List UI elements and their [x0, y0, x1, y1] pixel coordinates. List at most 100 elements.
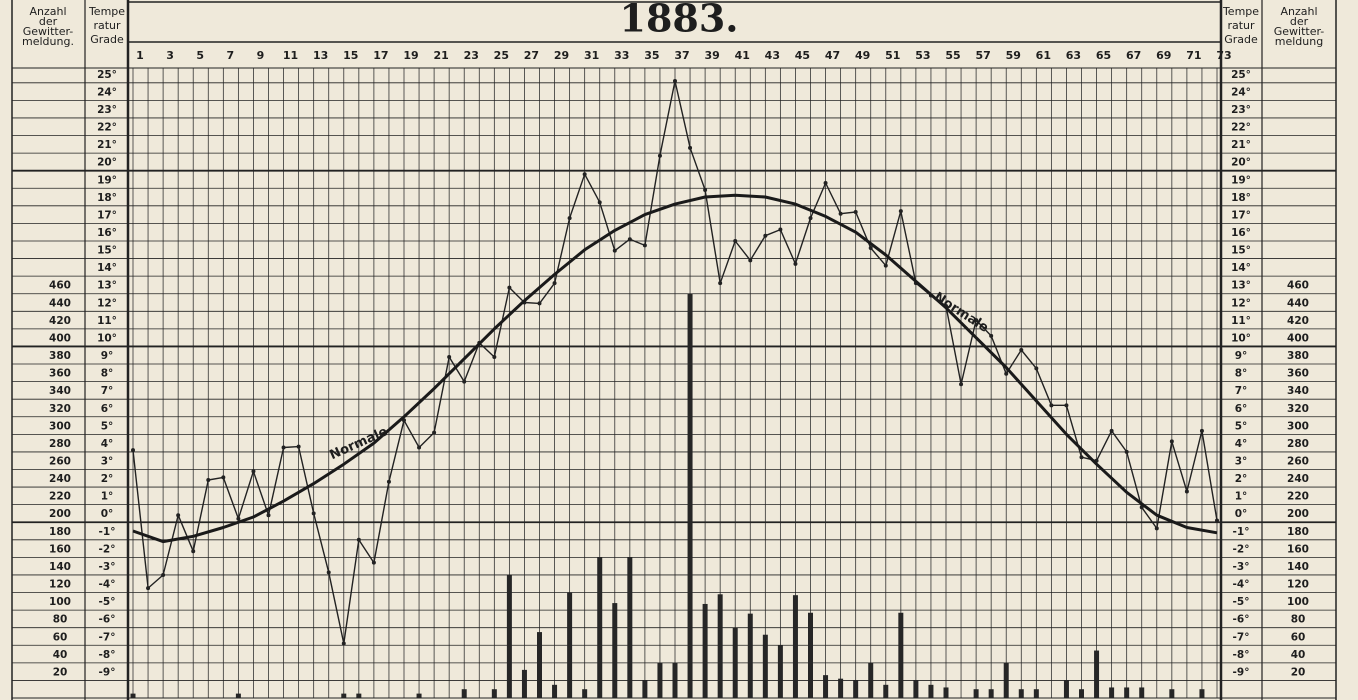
y-tick-label-right: 17°	[1231, 209, 1251, 221]
x-tick-label: 15	[343, 49, 358, 62]
temperature-point	[1184, 489, 1189, 494]
y-tick-label-right: 0°	[1235, 508, 1248, 520]
temperature-point	[868, 246, 873, 251]
y2-tick-label-right: 320	[1287, 403, 1309, 415]
bar	[928, 684, 934, 698]
bar	[491, 689, 497, 698]
y-tick-label-right: -7°	[1233, 631, 1250, 643]
temperature-point	[161, 572, 166, 577]
y-tick-label: 6°	[101, 403, 114, 415]
temperature-point	[1079, 455, 1084, 460]
y-tick-label-right: -8°	[1233, 649, 1250, 661]
y-tick-label: 22°	[97, 122, 117, 134]
x-tick-label: 5	[196, 49, 204, 62]
y-tick-label: 5°	[101, 420, 114, 432]
y-tick-label-right: -5°	[1233, 596, 1250, 608]
bar	[808, 612, 813, 698]
y-tick-label: -3°	[99, 561, 116, 573]
x-tick-label: 51	[885, 49, 900, 62]
temperature-point	[251, 469, 256, 474]
temperature-point	[356, 537, 361, 542]
x-tick-label: 65	[1096, 49, 1111, 62]
x-tick-label: 41	[735, 49, 750, 62]
frame	[11, 0, 1337, 700]
temperature-point	[236, 516, 241, 521]
bar	[130, 693, 136, 698]
temperature-point	[582, 172, 587, 177]
temperature-point	[597, 200, 602, 205]
temperature-point	[642, 243, 647, 248]
x-tick-label: 61	[1036, 49, 1051, 62]
temperature-point	[627, 237, 632, 242]
y-tick-label-right: 16°	[1231, 227, 1251, 239]
y-tick-label: 13°	[97, 280, 117, 292]
y2-tick-label: 300	[49, 420, 71, 432]
x-tick-label: 59	[1006, 49, 1021, 62]
temperature-point	[959, 382, 964, 387]
y-tick-label: 24°	[97, 86, 117, 98]
y2-tick-label: 260	[49, 455, 71, 467]
y-tick-label: 8°	[101, 368, 114, 380]
bar	[1139, 687, 1145, 698]
bar	[943, 687, 949, 698]
y-tick-label-right: -4°	[1233, 579, 1250, 591]
y2-tick-label: 160	[49, 543, 71, 555]
y-tick-label: 10°	[97, 332, 117, 344]
y2-tick-label: 340	[49, 385, 71, 397]
temperature-point	[146, 586, 151, 591]
y2-tick-label-right: 240	[1287, 473, 1309, 485]
y2-tick-label-right: 360	[1287, 368, 1309, 380]
y-tick-label: 9°	[101, 350, 114, 362]
bar	[1169, 689, 1175, 698]
temperature-point	[1109, 428, 1114, 433]
temperature-point	[1064, 403, 1069, 408]
bar	[521, 669, 527, 698]
temperature-point	[417, 445, 422, 450]
temperature-point	[793, 261, 798, 266]
y2-tick-label: 240	[49, 473, 71, 485]
bar	[356, 693, 362, 698]
y-tick-label-right: 9°	[1235, 350, 1248, 362]
temperature-point	[131, 448, 135, 453]
y-tick-label: 1°	[101, 491, 114, 503]
bar	[1018, 689, 1024, 698]
x-tick-label: 23	[464, 49, 479, 62]
x-tick-label: 9	[257, 49, 265, 62]
x-tick-label: 39	[704, 49, 719, 62]
bar	[235, 693, 241, 698]
y-tick-label-right: 19°	[1231, 174, 1251, 186]
y2-tick-label-right: 220	[1287, 491, 1309, 503]
temperature-point	[221, 475, 226, 480]
axis-title: Gewitter-	[23, 25, 74, 38]
temperature-point	[703, 188, 708, 193]
x-tick-label: 1	[136, 49, 144, 62]
axis-title: Grade	[90, 33, 124, 46]
y2-tick-label: 140	[49, 561, 71, 573]
y-tick-label: -2°	[99, 543, 116, 555]
y-tick-label-right: 20°	[1231, 157, 1251, 169]
bar	[506, 574, 512, 698]
y2-tick-label-right: 200	[1287, 508, 1309, 520]
y-tick-label-right: 8°	[1235, 368, 1248, 380]
axis-title: meldung.	[22, 35, 74, 48]
y-tick-label: 16°	[97, 227, 117, 239]
bar	[687, 293, 693, 698]
y2-tick-label-right: 20	[1291, 666, 1306, 678]
temperature-point	[1124, 449, 1129, 454]
y-tick-label-right: -1°	[1233, 526, 1250, 538]
y2-tick-label: 440	[49, 297, 71, 309]
y2-tick-label-right: 100	[1287, 596, 1309, 608]
x-tick-label: 73	[1216, 49, 1231, 62]
y2-tick-label-right: 80	[1291, 614, 1306, 626]
temperature-point	[1215, 518, 1219, 523]
y2-tick-label: 100	[49, 596, 71, 608]
bar	[1063, 680, 1069, 698]
x-tick-label: 3	[166, 49, 174, 62]
y2-tick-label-right: 460	[1287, 280, 1309, 292]
y2-tick-label-right: 60	[1291, 631, 1306, 643]
temperature-point	[989, 333, 994, 338]
bar	[1094, 650, 1100, 698]
x-tick-label: 31	[584, 49, 599, 62]
y-tick-label-right: 18°	[1231, 192, 1251, 204]
y-tick-label: -5°	[99, 596, 116, 608]
